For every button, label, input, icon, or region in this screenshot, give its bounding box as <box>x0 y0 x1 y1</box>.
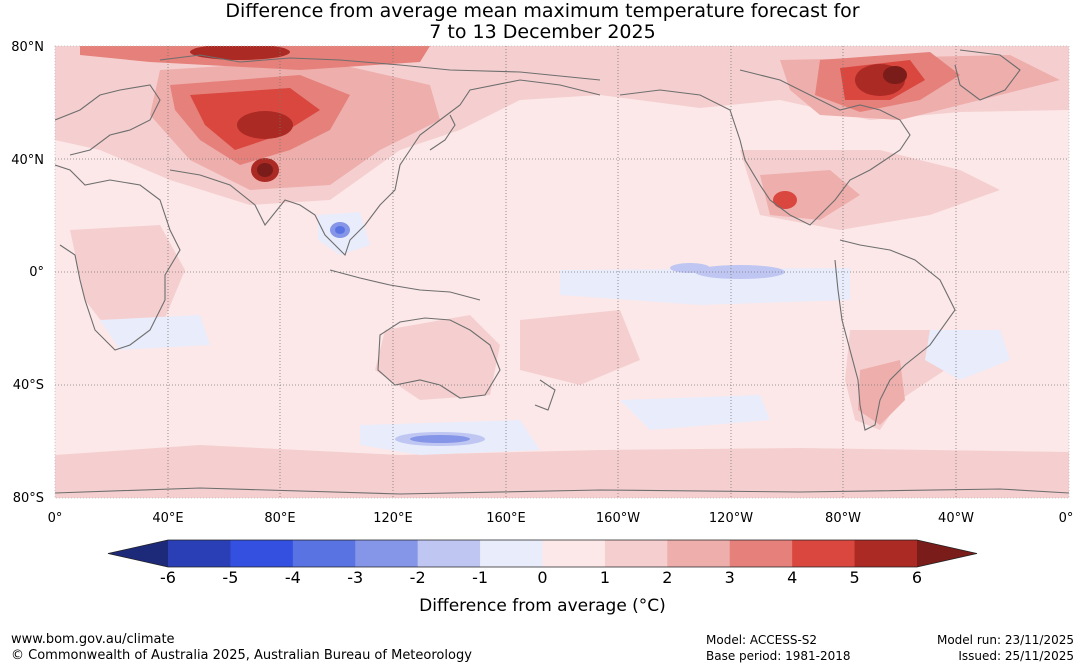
coastline-arctic-asia <box>159 54 601 81</box>
footer-model: Model: ACCESS-S2 <box>706 633 818 647</box>
chart-title-line2: 7 to 13 December 2025 <box>429 21 656 43</box>
colorbar-bin <box>854 540 918 567</box>
lon-label-160E: 160°E <box>486 511 526 526</box>
colorbar-outline <box>107 539 978 568</box>
lon-label-120E: 120°E <box>373 511 413 526</box>
colorbar-tick-label: 5 <box>849 568 860 587</box>
map-frame <box>54 45 1070 499</box>
colorbar-bin <box>667 540 731 567</box>
anomaly-region-canada-6 <box>883 66 907 84</box>
anomaly-region-australia <box>375 315 500 400</box>
anomaly-region-indian-ocean <box>100 315 210 350</box>
anomaly-region-mexico-4 <box>773 191 797 209</box>
coastline-europe <box>55 84 161 156</box>
lon-label-0: 0° <box>47 511 63 526</box>
coastline-africa-europe <box>55 164 181 351</box>
colorbar-tick-label: -5 <box>222 568 239 587</box>
anomaly-region-south-atlantic <box>925 330 1010 380</box>
colorbar-tick-label: -2 <box>409 568 426 587</box>
footer-base-period: Base period: 1981-2018 <box>706 649 851 663</box>
colorbar-tick-label: -1 <box>472 568 489 587</box>
colorbar-tick-label: 2 <box>662 568 673 587</box>
anomaly-region-arctic-5 <box>190 46 290 60</box>
colorbar-bin <box>168 540 231 567</box>
colorbar-bin <box>604 540 668 567</box>
colorbar-bin <box>417 540 481 567</box>
colorbar-bin <box>355 540 419 567</box>
anomaly-region-south-pacific-cool <box>620 395 770 430</box>
colorbar-tick-label: 0 <box>537 568 548 587</box>
colorbar <box>107 539 978 568</box>
anomaly-region-asia-5 <box>237 111 293 139</box>
colorbar-tick-label: 6 <box>911 568 923 587</box>
coastline-asia <box>169 79 601 257</box>
lat-label-40N: 40°N <box>11 153 44 168</box>
coastline-indonesia <box>329 269 481 301</box>
chart-title-line1: Difference from average mean maximum tem… <box>225 0 860 22</box>
footer-copyright: © Commonwealth of Australia 2025, Austra… <box>11 648 472 663</box>
colorbar-tick-label: 1 <box>599 568 610 587</box>
anomaly-region-southern-ocean <box>55 445 1069 498</box>
coastlines <box>55 49 1069 495</box>
lat-label-80N: 80°N <box>11 40 44 55</box>
lon-label-80E: 80°E <box>264 511 296 526</box>
anomaly-region-south-pacific <box>520 310 640 385</box>
colorbar-bin <box>230 540 294 567</box>
anomaly-region-indochina-cool2 <box>335 226 345 234</box>
colorbar-tick-label: 4 <box>787 568 798 587</box>
colorbar-title: Difference from average (°C) <box>419 596 666 616</box>
footer-issued: Issued: 25/11/2025 <box>958 649 1074 663</box>
colorbar-bin <box>792 540 856 567</box>
lat-label-80S: 80°S <box>12 491 44 506</box>
footer-website: www.bom.gov.au/climate <box>11 632 175 647</box>
coastline-greenland <box>954 49 1021 101</box>
lon-label-0-east: 0° <box>1058 511 1074 526</box>
lon-label-40W: 40°W <box>938 511 974 526</box>
anomaly-region-africa <box>70 225 185 345</box>
lon-label-80W: 80°W <box>825 511 861 526</box>
coastline-antarctica <box>55 487 1069 495</box>
colorbar-tick-label: 3 <box>724 568 735 587</box>
colorbar-bin <box>542 540 606 567</box>
coastline-south-america <box>834 239 956 431</box>
anomaly-region-southern-indian-cool2 <box>410 435 470 443</box>
coastline-japan <box>429 114 456 151</box>
colorbar-extension-low <box>108 540 168 567</box>
coastline-australia <box>377 317 501 399</box>
lon-label-120W: 120°W <box>708 511 754 526</box>
lat-label-0: 0° <box>29 265 44 280</box>
anomaly-region-equatorial-cool1 <box>670 263 710 273</box>
lat-label-40S: 40°S <box>12 378 44 393</box>
colorbar-bin <box>292 540 356 567</box>
colorbar-extension-high <box>917 540 977 567</box>
anomaly-region-equatorial-pacific <box>560 268 850 305</box>
colorbar-tick-label: -6 <box>160 568 176 587</box>
colorbar-tick-label: -3 <box>347 568 364 587</box>
colorbar-bin <box>729 540 793 567</box>
graticule <box>55 46 1069 498</box>
anomaly-region-china-6 <box>257 163 273 177</box>
colorbar-bin <box>480 540 543 567</box>
footer-model-run: Model run: 23/11/2025 <box>936 633 1074 647</box>
lon-label-40E: 40°E <box>152 511 184 526</box>
map-field <box>55 46 1069 498</box>
coastline-north-america <box>619 69 911 226</box>
lon-label-160W: 160°W <box>595 511 641 526</box>
colorbar-tick-label: -4 <box>284 568 301 587</box>
